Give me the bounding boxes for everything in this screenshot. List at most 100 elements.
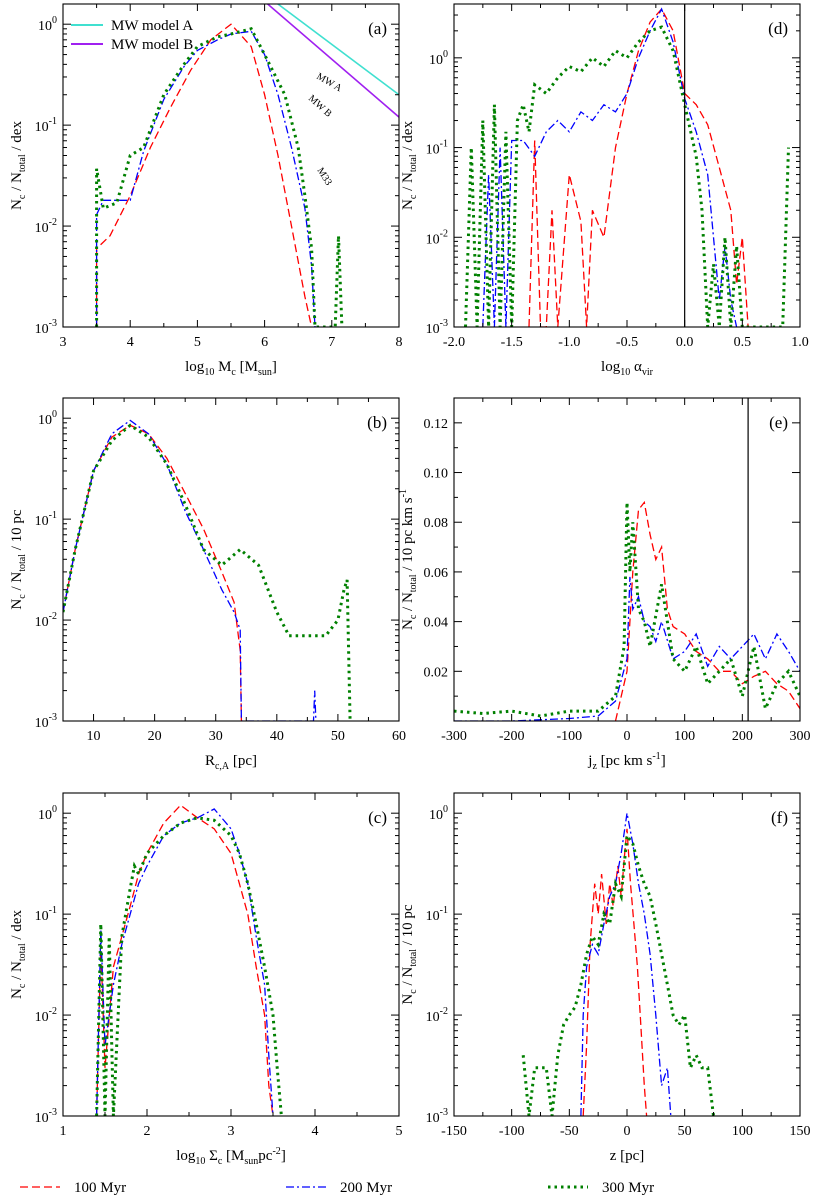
panel-label: (c) xyxy=(368,808,387,827)
y-tick-label: 0.10 xyxy=(424,467,449,482)
x-tick-label: 300 xyxy=(790,729,811,744)
y-axis-label: Nc / Ntotal / dex xyxy=(400,121,419,210)
y-tick-label: 10-1 xyxy=(35,510,57,529)
x-tick-label: 0 xyxy=(624,729,631,744)
y-tick-label: 0.04 xyxy=(424,616,449,631)
legend-label: 200 Myr xyxy=(340,1180,392,1196)
series-line xyxy=(63,423,352,721)
series-line xyxy=(95,804,274,1116)
annotation: M33 xyxy=(314,166,333,188)
x-axis-label: log10 Σc [Msunpc-2] xyxy=(176,1146,286,1167)
x-tick-label: 8 xyxy=(396,335,403,350)
x-tick-label: -1.0 xyxy=(558,335,580,350)
y-tick-label: 10-3 xyxy=(35,1107,57,1126)
x-tick-label: 0.5 xyxy=(734,335,752,350)
y-tick-label: 100 xyxy=(429,804,448,823)
x-tick-label: 4 xyxy=(127,335,134,350)
x-tick-label: 200 xyxy=(732,729,753,744)
series-line xyxy=(95,816,283,1116)
series-line xyxy=(95,808,274,1116)
panel-a: 3 4 5 6 7 8 100 10-1 10-2 10-3 (a) Nc / Ntotal / de… xyxy=(9,3,403,378)
y-tick-label: 100 xyxy=(38,804,57,823)
series-group xyxy=(454,398,800,721)
y-tick-label: 10-1 xyxy=(35,905,57,924)
x-axis-label: jz [pc km s-1] xyxy=(587,751,665,772)
plot-frame xyxy=(453,792,801,1117)
mw-line xyxy=(276,4,399,96)
x-axis-label: log10 αvir xyxy=(601,359,654,378)
x-tick-label: -200 xyxy=(499,729,525,744)
x-tick-label: 50 xyxy=(678,1124,692,1139)
inset-legend-label: MW model B xyxy=(111,37,193,53)
panel-label: (b) xyxy=(367,413,387,432)
panel-label: (f) xyxy=(771,808,788,827)
y-tick-label: 0.12 xyxy=(424,417,449,432)
x-tick-label: -50 xyxy=(560,1124,579,1139)
x-tick-label: 40 xyxy=(270,729,284,744)
x-tick-label: -0.5 xyxy=(616,335,638,350)
x-tick-label: 0.0 xyxy=(676,335,694,350)
y-axis-label: Nc / Ntotal / dex xyxy=(9,910,28,999)
y-tick-label: 10-3 xyxy=(35,318,57,337)
series-line xyxy=(582,828,648,1116)
panel-label: (a) xyxy=(368,19,387,38)
series-group xyxy=(95,804,283,1116)
y-axis-label: Nc / Ntotal / 10 pc xyxy=(9,509,28,609)
y-tick-label: 10-3 xyxy=(35,712,57,731)
annotation: MW A xyxy=(315,71,345,95)
y-tick-label: 0.02 xyxy=(424,665,449,680)
panel-f: -150 -100 -50 0 50 100 15010010-110-210-3(f)Nc… xyxy=(400,792,811,1164)
figure-legend: 100 Myr 200 Myr 300 Myr xyxy=(20,1180,654,1196)
y-tick-label: 100 xyxy=(38,409,57,428)
y-tick-label: 100 xyxy=(429,49,448,68)
x-tick-label: 1 xyxy=(60,1124,67,1139)
series-group xyxy=(521,813,715,1116)
y-tick-label: 10-2 xyxy=(35,611,57,630)
series-group xyxy=(63,419,352,721)
series-line xyxy=(454,502,800,718)
x-tick-label: 100 xyxy=(674,729,695,744)
y-tick-label: 10-1 xyxy=(426,139,448,158)
y-tick-label: 10-2 xyxy=(426,228,448,247)
y-tick-label: 10-2 xyxy=(426,1006,448,1025)
series-line xyxy=(95,23,313,327)
x-tick-label: 20 xyxy=(148,729,162,744)
series-line xyxy=(521,831,715,1116)
legend-label: 300 Myr xyxy=(602,1180,654,1196)
x-tick-label: 7 xyxy=(328,335,335,350)
x-tick-label: 2 xyxy=(144,1124,151,1139)
y-tick-label: 10-1 xyxy=(426,905,448,924)
x-tick-label: -1.5 xyxy=(501,335,523,350)
x-tick-label: 4 xyxy=(312,1124,319,1139)
y-tick-label: 100 xyxy=(38,15,57,34)
x-axis-label: z [pc] xyxy=(610,1148,645,1164)
x-tick-label: 30 xyxy=(209,729,223,744)
series-line xyxy=(614,500,800,721)
x-tick-label: 10 xyxy=(87,729,101,744)
x-tick-label: -300 xyxy=(441,729,467,744)
panel-d: -2.0 -1.5 -1.0 -0.5 0.0 0.5 1.010010-110-210-3… xyxy=(400,3,809,378)
x-axis-label: log10 Mc [Msun] xyxy=(185,359,277,378)
series-line xyxy=(95,27,344,327)
y-tick-label: 0.08 xyxy=(424,516,449,531)
x-tick-label: 0 xyxy=(624,1124,631,1139)
x-tick-label: 5 xyxy=(194,335,201,350)
series-line xyxy=(454,576,800,721)
y-axis-label: Nc / Ntotal / 10 pc km s-1 xyxy=(398,489,419,630)
panel-e: -300 -200 -100 0 100 200 300 0.02 0.04 0.06 0.08 0.… xyxy=(398,397,811,772)
y-axis-label: Nc / Ntotal / dex xyxy=(9,121,28,210)
x-axis-label: Rc,A [pc] xyxy=(205,753,257,772)
x-tick-label: 50 xyxy=(331,729,345,744)
y-tick-label: 0.06 xyxy=(424,566,449,581)
y-tick-label: 10-1 xyxy=(35,116,57,135)
x-tick-label: -2.0 xyxy=(443,335,465,350)
x-tick-label: -100 xyxy=(556,729,582,744)
panel-b: 10 20 30 40 50 60 100 10-1 10-2 10-3 (b) Nc / Ntota… xyxy=(9,397,406,772)
series-line xyxy=(528,7,754,327)
x-tick-label: 6 xyxy=(261,335,268,350)
x-tick-label: 150 xyxy=(790,1124,811,1139)
panel-label: (d) xyxy=(768,19,788,38)
annotation: MW B xyxy=(306,93,334,120)
